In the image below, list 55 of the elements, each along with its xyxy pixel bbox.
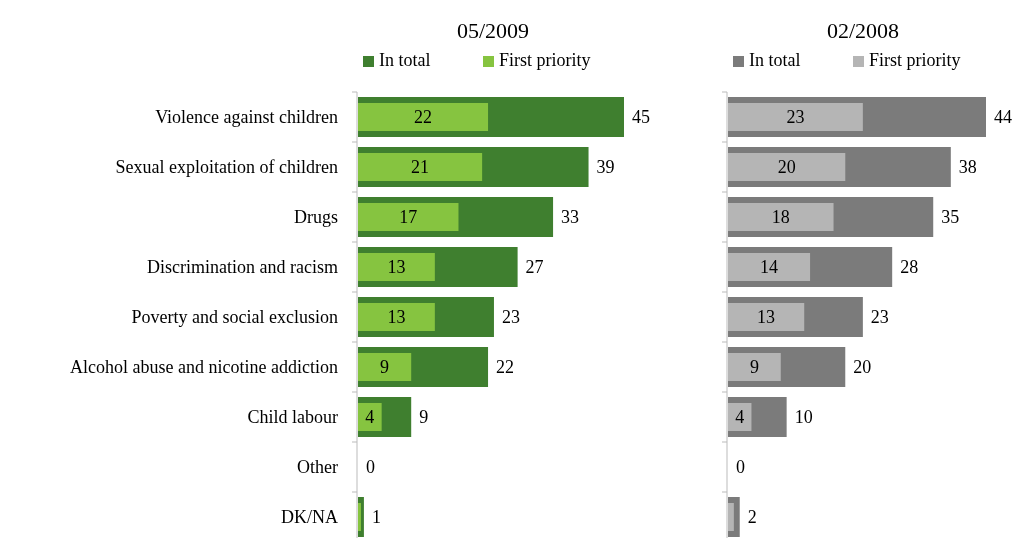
bar [358,403,382,431]
y-tick-label: Sexual exploitation of children [115,157,338,177]
legend-label: In total [379,50,431,70]
data-label: 1 [371,507,381,527]
data-label: 22 [414,107,433,127]
data-label: 23 [501,307,520,327]
data-label: 9 [749,357,759,377]
data-label: 13 [387,257,406,277]
data-label: 23 [870,307,889,327]
data-label: 2 [747,507,757,527]
data-label: 0 [736,457,745,477]
y-tick-label: Violence against children [155,107,338,127]
data-label: 9 [419,407,429,427]
chart-title: 02/2008 [826,18,900,43]
y-tick-label: Discrimination and racism [147,257,338,277]
bar [358,303,435,331]
y-tick-label: Child labour [247,407,338,427]
legend-label: First priority [499,50,591,70]
data-label: 21 [411,157,430,177]
legend-label: In total [749,50,801,70]
data-label: 14 [760,257,779,277]
data-label: 38 [958,157,977,177]
y-tick-label: Poverty and social exclusion [131,307,338,327]
data-label: 22 [496,357,515,377]
y-tick-label: Other [297,457,338,477]
data-label: 20 [777,157,796,177]
data-label: 28 [900,257,919,277]
bar [358,503,361,531]
bar [358,203,459,231]
data-label: 4 [735,407,745,427]
data-label: 17 [399,207,418,227]
bar [358,353,412,381]
data-label: 20 [853,357,872,377]
data-label: 10 [794,407,813,427]
y-tick-label: Drugs [294,207,338,227]
bar [358,153,483,181]
chart-title: 05/2009 [456,18,530,43]
data-label: 13 [387,307,406,327]
data-label: 23 [786,107,805,127]
legend-label: First priority [869,50,961,70]
data-label: 4 [365,407,375,427]
bar [358,103,489,131]
data-label: 13 [757,307,776,327]
y-tick-label: DK/NA [281,507,338,527]
bar [358,253,435,281]
data-label: 44 [994,107,1012,127]
data-label: 27 [525,257,544,277]
data-label: 9 [380,357,390,377]
data-label: 39 [596,157,615,177]
data-label: 18 [771,207,790,227]
data-label: 33 [561,207,580,227]
y-tick-label: Alcohol abuse and nicotine addiction [70,357,338,377]
data-label: 45 [632,107,650,127]
data-label: 0 [366,457,375,477]
data-label: 35 [941,207,960,227]
